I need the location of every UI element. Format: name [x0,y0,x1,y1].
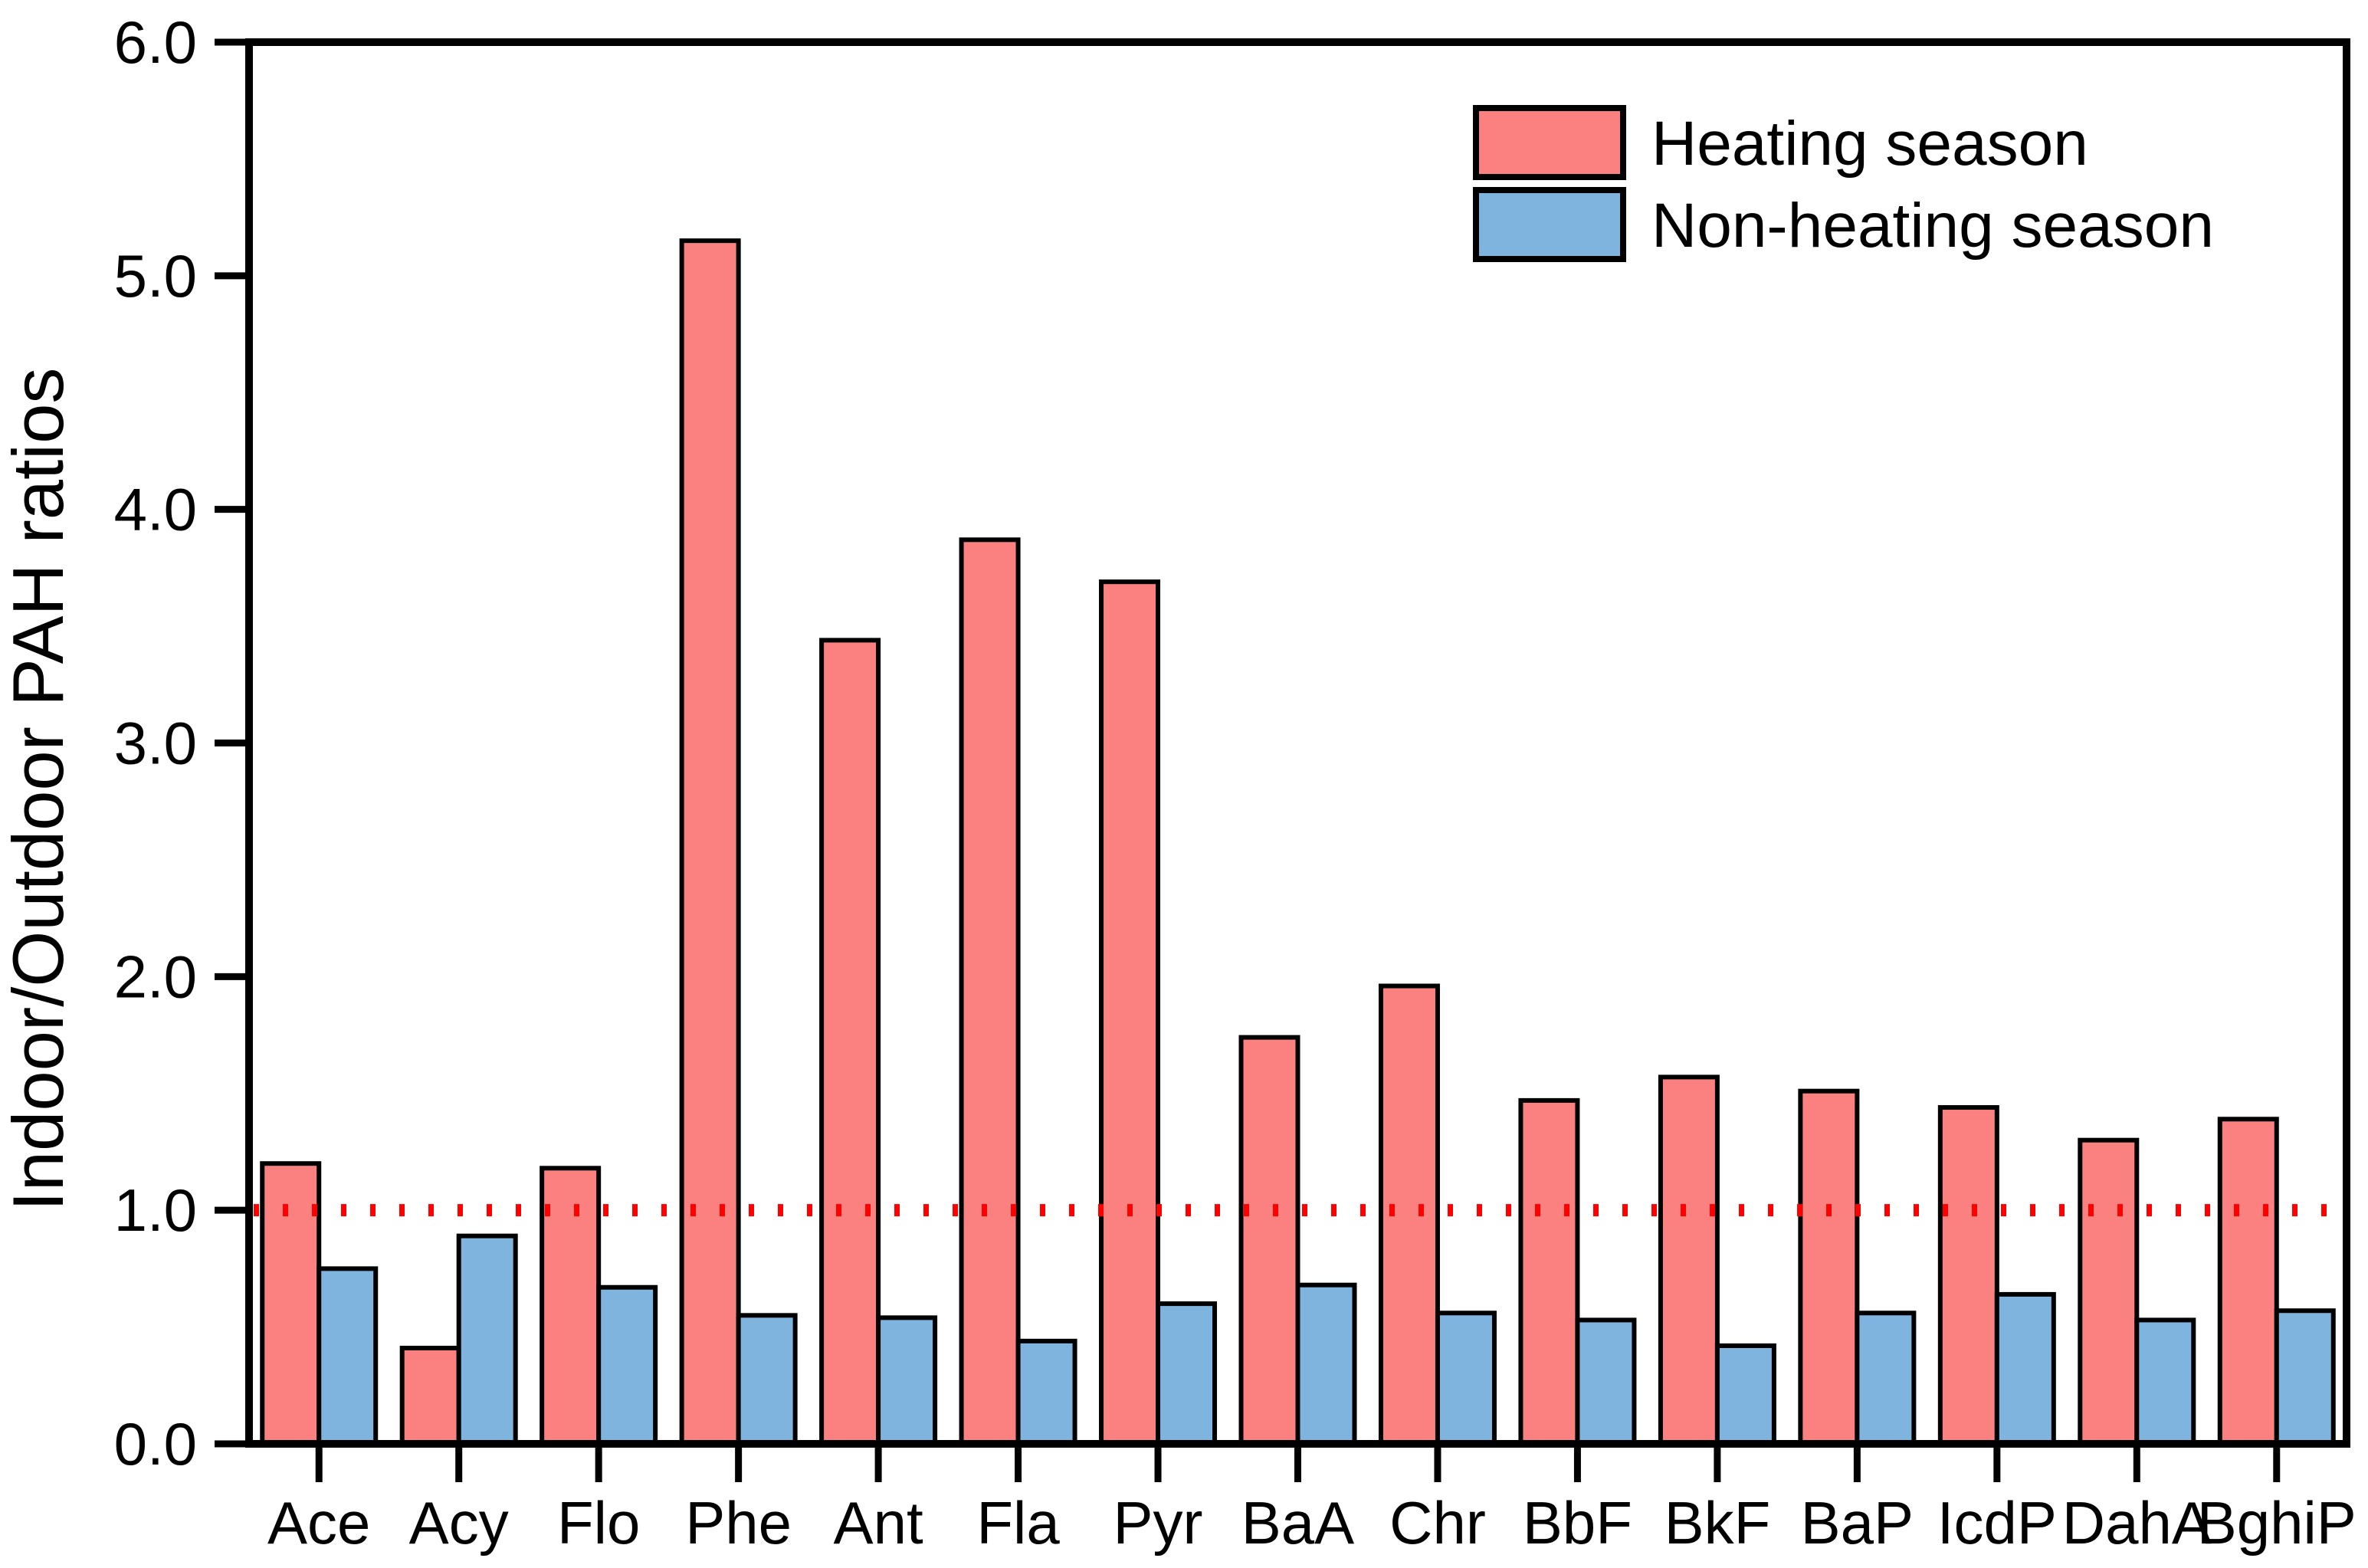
x-tick-label-BghiP: BghiP [2197,1489,2357,1557]
y-tick-label-3.0: 3.0 [114,710,197,777]
bar-heating-IcdP [1937,1105,1999,1447]
x-tick-label-Ant: Ant [834,1489,923,1557]
x-tick-label-BbF: BbF [1523,1489,1632,1557]
plot-area: 0.0 1.0 2.0 3.0 4.0 5.0 6.0 Ace Acy Flo Phe Ant Fla P… [114,8,2357,1557]
x-tick-label-BaA: BaA [1241,1489,1354,1557]
y-tick-label-1.0: 1.0 [114,1176,197,1244]
bar-non-heating-Ant [876,1315,938,1447]
x-tick-label-Phe: Phe [685,1489,792,1557]
legend-swatch-non-heating-season [1473,187,1626,262]
x-tick-label-DahA: DahA [2062,1489,2212,1557]
x-tick-label-BkF: BkF [1664,1489,1771,1557]
bar-non-heating-Fla [1015,1338,1077,1446]
bar-non-heating-Acy [456,1233,518,1447]
bar-heating-Ant [819,638,881,1447]
y-tick-label-5.0: 5.0 [114,242,197,310]
bar-non-heating-Ace [316,1266,379,1446]
x-tick-label-IcdP: IcdP [1937,1489,2057,1557]
legend-label-heating-season: Heating season [1651,109,2088,179]
legend-swatch-heating-season [1473,105,1626,180]
x-tick-label-Ace: Ace [267,1489,370,1557]
bar-non-heating-Phe [736,1313,798,1447]
bar-non-heating-Chr [1435,1310,1497,1446]
bar-non-heating-DahA [2134,1317,2196,1447]
x-tick-label-Flo: Flo [557,1489,640,1557]
bar-non-heating-BkF [1714,1343,1776,1446]
bar-non-heating-BbF [1575,1317,1637,1447]
bar-heating-Flo [540,1166,602,1446]
bar-heating-Phe [679,238,741,1447]
bar-heating-Ace [260,1161,322,1446]
x-tick-label-Chr: Chr [1389,1489,1486,1557]
bar-heating-BaP [1798,1088,1860,1446]
bar-non-heating-BghiP [2274,1308,2336,1446]
bar-non-heating-BaA [1295,1282,1357,1447]
bar-heating-Acy [399,1346,461,1446]
bar-heating-DahA [2078,1137,2140,1446]
bar-non-heating-Pyr [1156,1301,1218,1446]
x-tick-label-Acy: Acy [409,1489,509,1557]
y-tick-label-4.0: 4.0 [114,476,197,543]
bar-non-heating-IcdP [1994,1291,2056,1446]
y-tick-label-0.0: 0.0 [114,1410,197,1478]
y-tick-label-6.0: 6.0 [114,8,197,76]
bar-non-heating-BaP [1855,1310,1917,1446]
y-axis-title: Indoor/Outdoor PAH ratios [0,368,78,1212]
bar-heating-BaA [1238,1035,1300,1446]
legend: Heating season Non-heating season [1473,105,2214,262]
legend-label-non-heating-season: Non-heating season [1651,191,2214,261]
bar-heating-BbF [1518,1097,1580,1447]
bar-heating-BghiP [2217,1117,2279,1446]
bar-heating-Pyr [1099,579,1161,1446]
x-tick-label-BaP: BaP [1801,1489,1914,1557]
bar-heating-Fla [959,537,1021,1446]
x-tick-label-Pyr: Pyr [1113,1489,1203,1557]
y-tick-label-2.0: 2.0 [114,943,197,1010]
x-tick-label-Fla: Fla [976,1489,1060,1557]
bar-non-heating-Flo [596,1284,658,1447]
bar-heating-BkF [1658,1074,1720,1446]
